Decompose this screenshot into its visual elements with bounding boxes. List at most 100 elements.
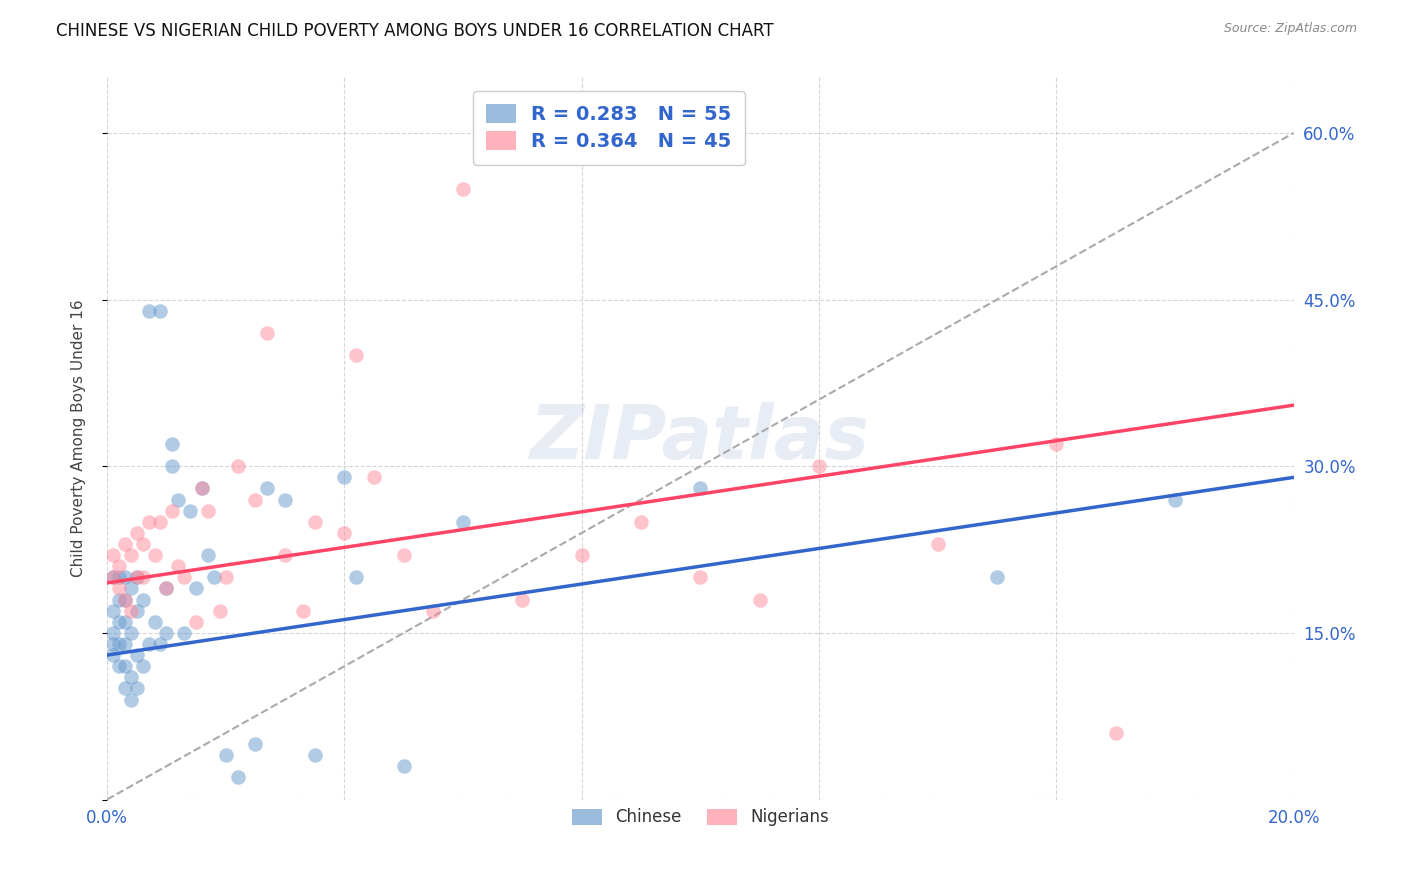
Point	[208, 604, 231, 618]
Point	[927, 537, 949, 551]
Point	[114, 592, 136, 607]
Point	[191, 482, 214, 496]
Point	[101, 570, 124, 584]
Point	[114, 659, 136, 673]
Legend: Chinese, Nigerians: Chinese, Nigerians	[564, 800, 837, 835]
Point	[155, 626, 177, 640]
Text: Source: ZipAtlas.com: Source: ZipAtlas.com	[1223, 22, 1357, 36]
Point	[114, 681, 136, 696]
Point	[149, 637, 172, 651]
Point	[274, 548, 297, 562]
Point	[149, 515, 172, 529]
Point	[304, 748, 326, 763]
Point	[215, 748, 238, 763]
Point	[108, 637, 131, 651]
Point	[162, 504, 184, 518]
Point	[114, 537, 136, 551]
Point	[162, 459, 184, 474]
Point	[630, 515, 652, 529]
Point	[344, 348, 367, 362]
Point	[422, 604, 444, 618]
Point	[101, 637, 124, 651]
Point	[245, 737, 267, 751]
Point	[114, 637, 136, 651]
Point	[125, 648, 148, 662]
Point	[392, 548, 415, 562]
Point	[108, 592, 131, 607]
Point	[1104, 726, 1126, 740]
Point	[179, 504, 201, 518]
Point	[125, 681, 148, 696]
Point	[114, 570, 136, 584]
Point	[167, 492, 190, 507]
Point	[689, 482, 711, 496]
Point	[226, 459, 249, 474]
Point	[114, 615, 136, 629]
Point	[333, 525, 356, 540]
Point	[363, 470, 385, 484]
Point	[986, 570, 1008, 584]
Point	[101, 604, 124, 618]
Point	[512, 592, 534, 607]
Point	[256, 326, 278, 340]
Y-axis label: Child Poverty Among Boys Under 16: Child Poverty Among Boys Under 16	[72, 300, 86, 577]
Point	[155, 582, 177, 596]
Text: ZIPatlas: ZIPatlas	[530, 402, 870, 475]
Point	[191, 482, 214, 496]
Point	[120, 692, 142, 706]
Point	[138, 303, 160, 318]
Point	[1164, 492, 1187, 507]
Point	[304, 515, 326, 529]
Point	[108, 559, 131, 574]
Point	[108, 615, 131, 629]
Point	[101, 548, 124, 562]
Point	[131, 592, 153, 607]
Point	[689, 570, 711, 584]
Point	[392, 759, 415, 773]
Point	[184, 582, 207, 596]
Point	[125, 525, 148, 540]
Point	[274, 492, 297, 507]
Point	[451, 181, 474, 195]
Point	[120, 548, 142, 562]
Point	[131, 659, 153, 673]
Point	[108, 582, 131, 596]
Point	[131, 570, 153, 584]
Point	[120, 670, 142, 684]
Point	[125, 570, 148, 584]
Point	[149, 303, 172, 318]
Point	[226, 770, 249, 784]
Point	[125, 604, 148, 618]
Point	[333, 470, 356, 484]
Point	[202, 570, 225, 584]
Point	[571, 548, 593, 562]
Point	[101, 570, 124, 584]
Point	[808, 459, 831, 474]
Point	[108, 570, 131, 584]
Point	[173, 570, 195, 584]
Point	[101, 648, 124, 662]
Point	[748, 592, 770, 607]
Point	[120, 604, 142, 618]
Point	[155, 582, 177, 596]
Point	[167, 559, 190, 574]
Point	[143, 548, 166, 562]
Point	[291, 604, 314, 618]
Point	[245, 492, 267, 507]
Point	[451, 515, 474, 529]
Point	[197, 548, 219, 562]
Point	[344, 570, 367, 584]
Point	[114, 592, 136, 607]
Point	[125, 570, 148, 584]
Point	[101, 626, 124, 640]
Point	[256, 482, 278, 496]
Point	[143, 615, 166, 629]
Point	[138, 515, 160, 529]
Point	[108, 659, 131, 673]
Point	[120, 582, 142, 596]
Point	[1045, 437, 1067, 451]
Point	[131, 537, 153, 551]
Point	[215, 570, 238, 584]
Point	[184, 615, 207, 629]
Text: CHINESE VS NIGERIAN CHILD POVERTY AMONG BOYS UNDER 16 CORRELATION CHART: CHINESE VS NIGERIAN CHILD POVERTY AMONG …	[56, 22, 773, 40]
